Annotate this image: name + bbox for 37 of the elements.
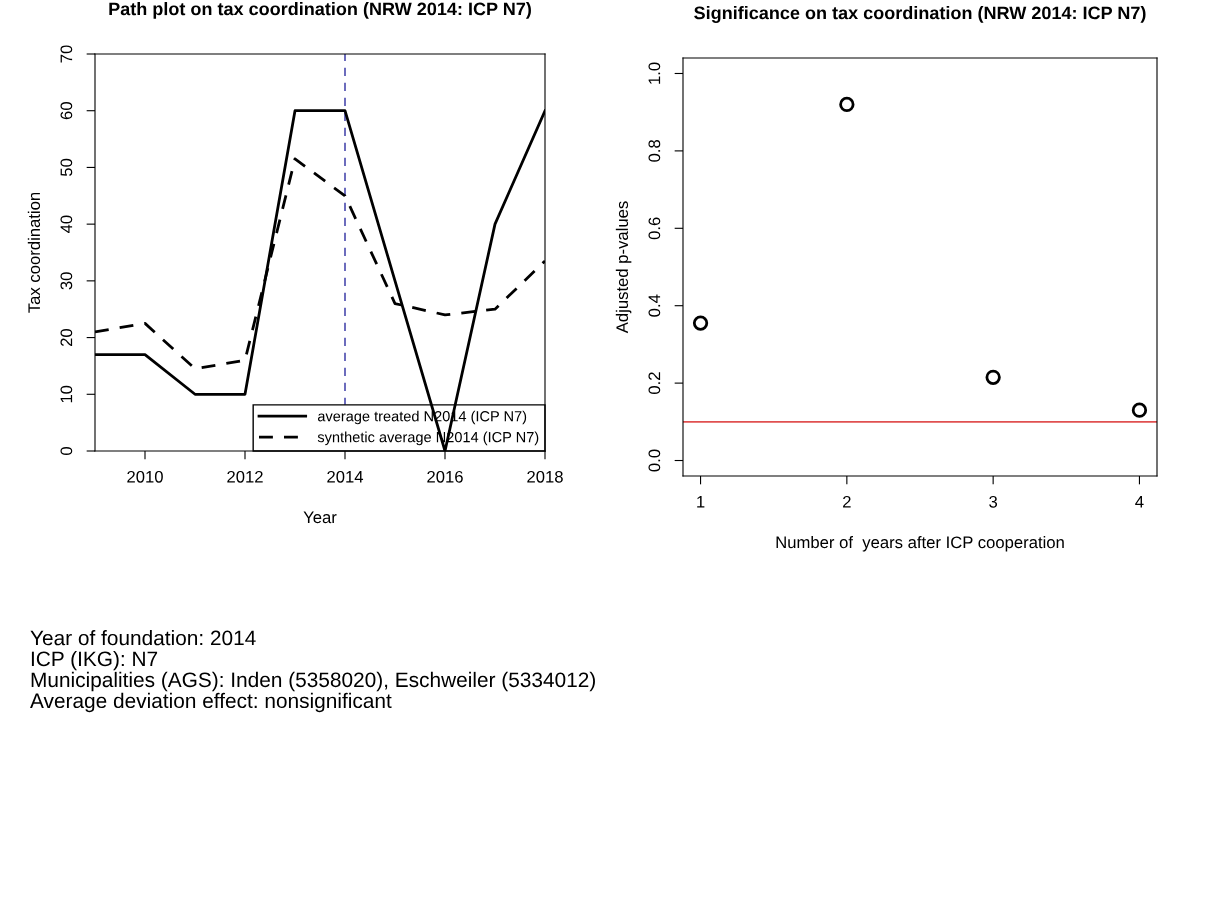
point <box>692 315 709 331</box>
point <box>985 369 1001 385</box>
y-tick-label: 1.0 <box>648 62 661 84</box>
x-tick-label: 2012 <box>227 470 263 483</box>
text: Average deviation effect: nonsignificant <box>30 692 392 713</box>
y-axis-title: Tax coordination <box>27 192 41 313</box>
x-tick-label: 2018 <box>527 470 563 483</box>
y-tick-label: 0.6 <box>648 217 661 240</box>
point <box>839 96 855 113</box>
y-tick-label: 60 <box>60 102 73 120</box>
y-axis-title: Adjusted p-values <box>615 201 632 334</box>
y-tick-label: 70 <box>60 45 73 63</box>
x-tick-label: 1 <box>697 496 705 508</box>
y-tick-label: 20 <box>60 328 73 346</box>
y-tick-label: 40 <box>60 215 73 234</box>
x-tick-label: 3 <box>989 495 998 508</box>
y-tick-label: 0.4 <box>648 294 661 317</box>
x-tick-label: 4 <box>1135 496 1144 508</box>
chart-title: Path plot on tax coordination (NRW 2014: ICP N7) <box>109 2 531 19</box>
point <box>1131 402 1148 418</box>
y-tick-label: 30 <box>60 272 73 290</box>
y-tick-label: 0 <box>60 447 73 455</box>
text: Year of foundation: 2014 <box>30 630 256 646</box>
x-axis-title: Number of years after ICP cooperation <box>776 535 1064 552</box>
x-tick-label: 2 <box>843 495 851 508</box>
chart-title: Significance on tax coordination (NRW 2014: ICP N7) <box>694 6 1146 23</box>
x-axis-title: Year <box>303 511 337 524</box>
y-tick-label: 50 <box>60 158 73 177</box>
text: Municipalities (AGS): Inden (5358020), Eschweiler (5334012) <box>31 671 595 692</box>
x-tick-label: 2016 <box>427 470 463 483</box>
y-tick-label: 0.0 <box>648 449 661 472</box>
y-tick-label: 10 <box>60 385 73 403</box>
y-tick-label: 0.2 <box>648 372 661 395</box>
x-tick-label: 2010 <box>127 470 163 483</box>
x-tick-label: 2014 <box>327 470 364 483</box>
y-tick-label: 0.8 <box>648 140 661 162</box>
text: ICP (IKG): N7 <box>31 650 158 671</box>
